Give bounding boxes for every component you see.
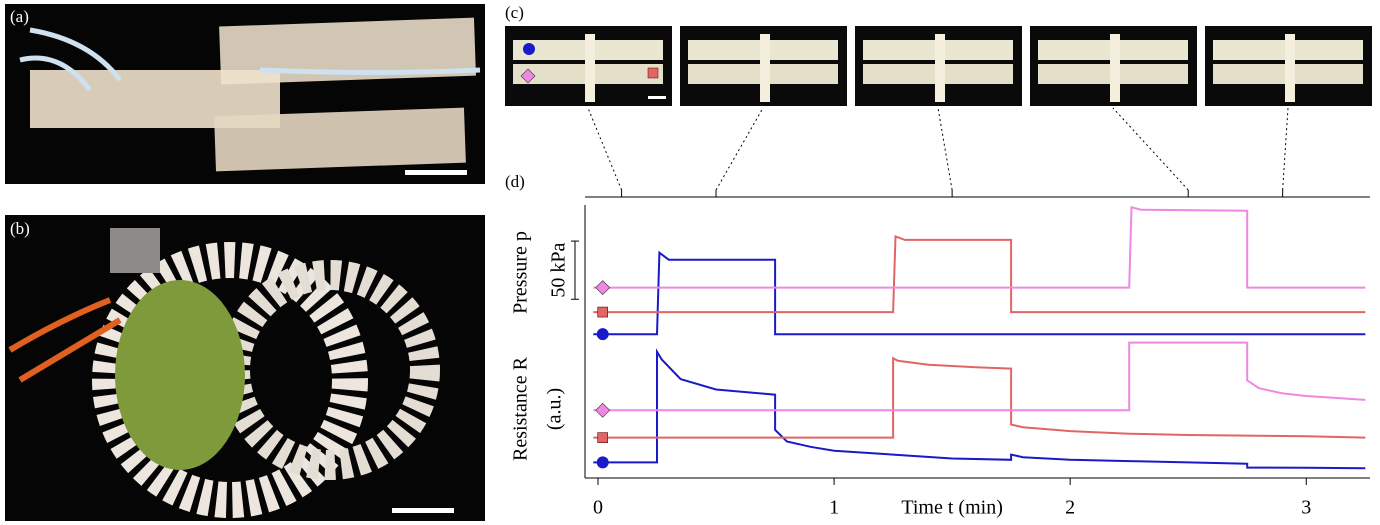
series-line [593, 348, 1366, 470]
marker [520, 68, 536, 84]
series-line [593, 250, 1366, 336]
series-line [593, 341, 1366, 412]
scale-bar-label: 50 kPa [548, 243, 570, 298]
panel-label: (b) [10, 219, 30, 238]
clamp [585, 34, 595, 102]
clamp [1285, 34, 1295, 102]
y-axis-label: Pressure p [510, 231, 532, 314]
y-axis-unit: (a.u.) [544, 388, 566, 430]
snapshot-link [1112, 107, 1189, 191]
clamp [760, 34, 770, 102]
y-axis-label: Resistance R [510, 356, 532, 461]
series-marker [596, 328, 609, 341]
x-tick-label: 3 [1301, 497, 1311, 519]
snapshot-link [937, 107, 953, 191]
panel-label: (a) [10, 7, 29, 26]
x-axis-label: Time t (min) [901, 497, 1003, 519]
panel-label: (c) [505, 3, 524, 22]
series-line [593, 234, 1366, 314]
series-marker [597, 432, 609, 443]
marker [647, 67, 659, 79]
series-marker [596, 456, 609, 469]
clamp [1110, 34, 1120, 102]
clamp [935, 34, 945, 102]
photo-a: (a) [5, 4, 485, 184]
photo-b: (b) [5, 215, 485, 521]
series-line [593, 206, 1366, 289]
series-line [593, 356, 1366, 439]
marker [523, 43, 535, 55]
x-tick-label: 2 [1065, 497, 1075, 519]
x-tick-label: 1 [829, 497, 839, 519]
photo-strip [505, 26, 1372, 106]
series-marker [595, 280, 611, 296]
snapshot-link [715, 107, 764, 191]
scale-bar [648, 96, 666, 99]
panel-label: (d) [505, 172, 525, 191]
series-marker [597, 306, 609, 318]
series-marker [595, 402, 611, 418]
snapshot-link [587, 107, 623, 191]
x-tick-label: 0 [593, 497, 603, 519]
snapshot-link [1282, 107, 1289, 191]
